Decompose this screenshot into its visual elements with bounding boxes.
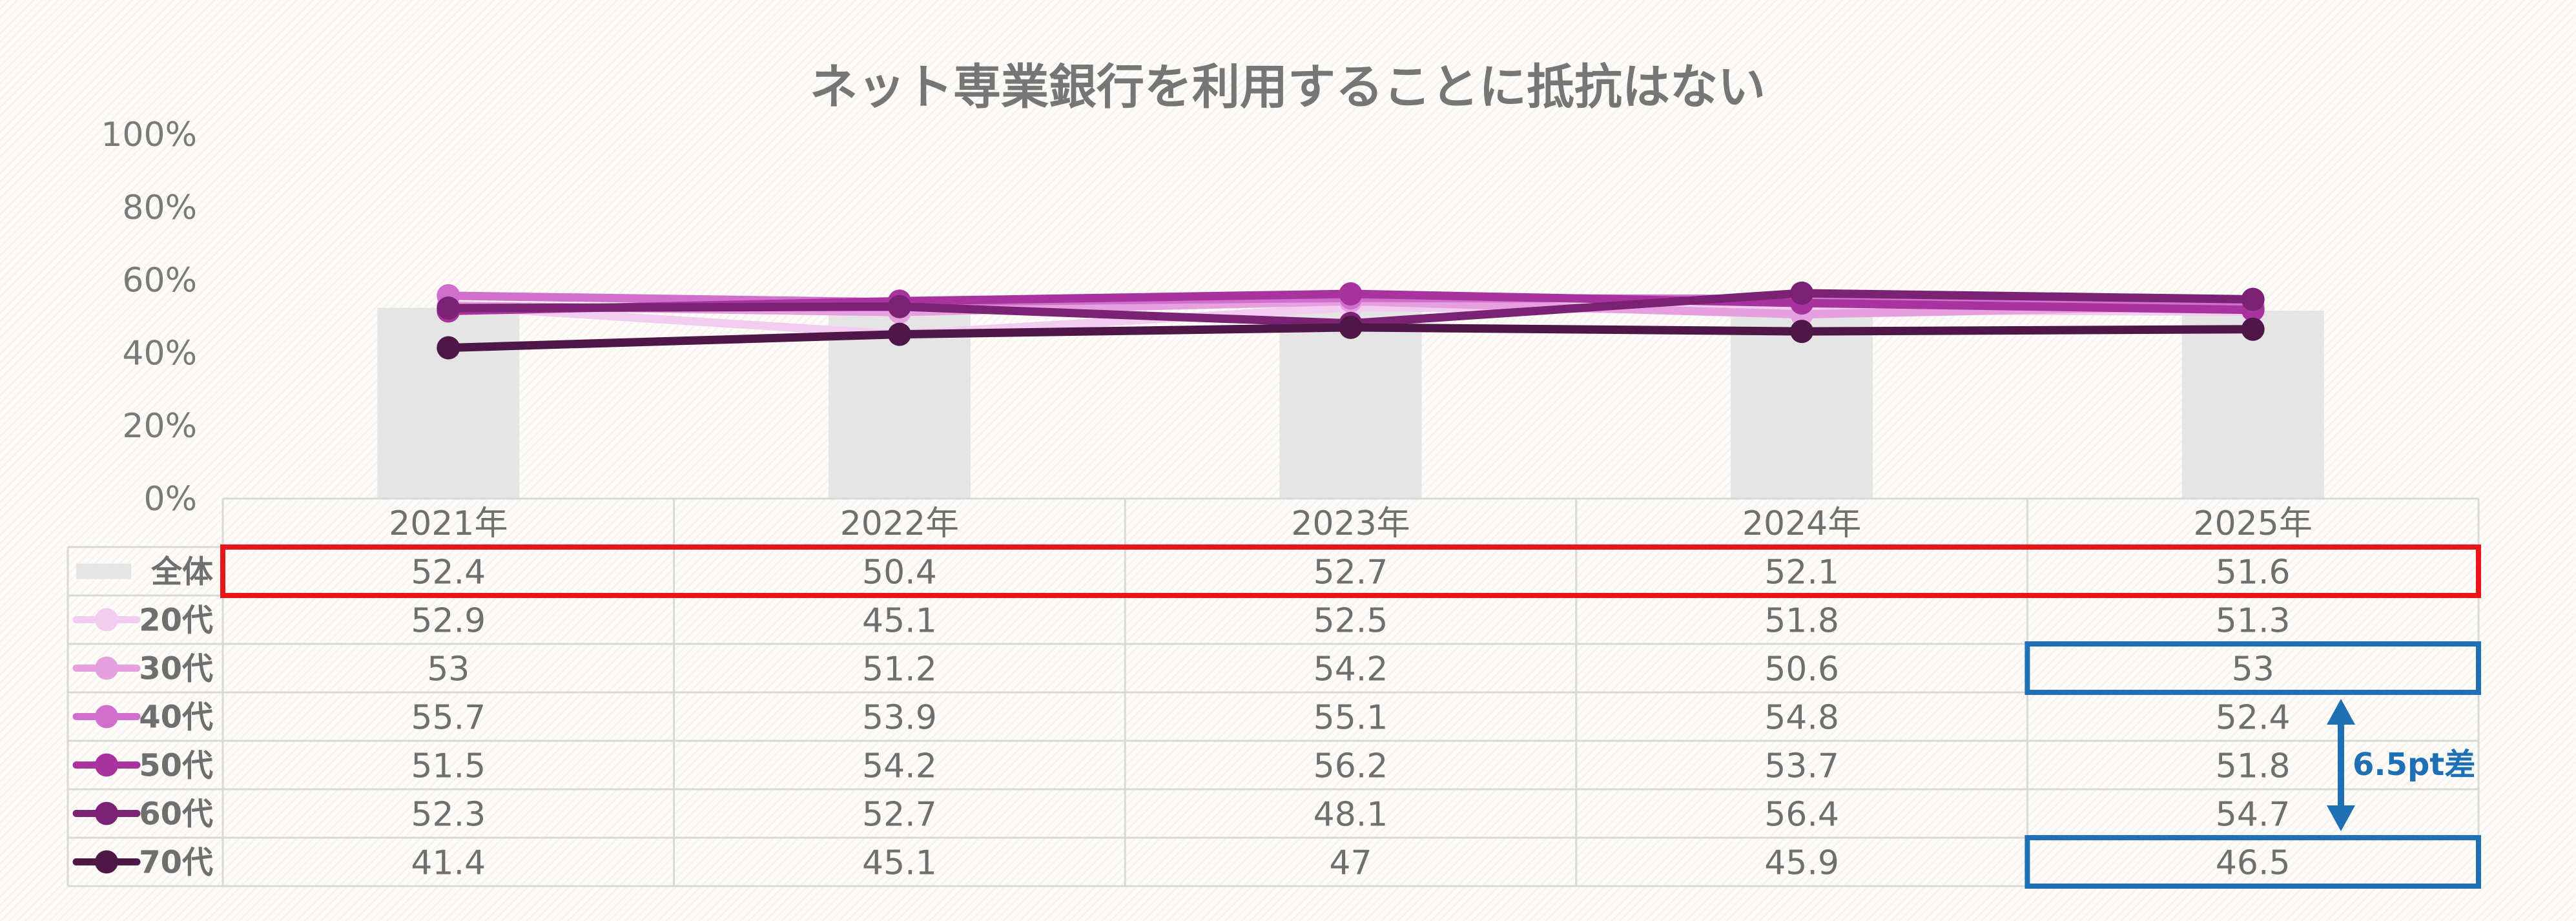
series-point (2241, 287, 2265, 311)
y-tick-label: 80% (122, 189, 197, 227)
data-label: 45.1 (862, 602, 937, 641)
data-label: 51.8 (1764, 602, 1839, 641)
data-label: 52.7 (1314, 554, 1388, 592)
highlight-70s-2025 (2025, 835, 2481, 889)
data-label: 52.5 (1314, 602, 1388, 641)
data-label: 55.1 (1314, 699, 1388, 738)
series-label: 全体 (150, 554, 213, 590)
legend-key-marker (95, 656, 118, 680)
legend-key-bar (76, 563, 131, 579)
data-label: 54.8 (1764, 699, 1839, 738)
legend-key-marker (95, 753, 118, 777)
line-series (437, 281, 2265, 360)
x-tick-label: 2025年 (2194, 504, 2313, 543)
y-axis: 0% 20% 40% 60% 80% 100% (101, 116, 197, 519)
data-label: 51.5 (411, 747, 486, 786)
data-label: 53.7 (1764, 747, 1839, 786)
x-tick-label: 2024年 (1742, 504, 1861, 543)
data-label: 51.8 (2216, 747, 2291, 786)
data-label: 55.7 (411, 699, 486, 738)
data-label: 47 (1329, 844, 1372, 883)
series-point (437, 336, 460, 360)
y-tick-label: 60% (122, 262, 197, 300)
data-label: 52.3 (411, 796, 486, 834)
x-tick-label: 2021年 (389, 504, 508, 543)
data-label: 54.7 (2216, 796, 2291, 834)
highlight-overall-row (220, 544, 2481, 598)
data-label: 54.2 (862, 747, 937, 786)
series-point (1339, 282, 1363, 306)
y-tick-label: 20% (122, 407, 197, 446)
highlight-boxes (220, 544, 2481, 889)
series-point (2241, 317, 2265, 341)
series-point (887, 322, 911, 346)
x-tick-label: 2022年 (840, 504, 959, 543)
data-label: 51.3 (2216, 602, 2291, 641)
difference-annotation: 6.5pt差 (2327, 699, 2475, 831)
data-label: 41.4 (411, 844, 486, 883)
legend-key-marker (95, 850, 118, 874)
series-label: 30代 (139, 651, 213, 687)
annotation-label: 6.5pt差 (2353, 747, 2475, 783)
data-label: 51.6 (2216, 554, 2291, 592)
data-label: 53.9 (862, 699, 937, 738)
legend-key-marker (95, 705, 118, 729)
series-label: 40代 (139, 699, 213, 736)
data-label: 46.5 (2216, 844, 2291, 883)
data-label: 45.9 (1764, 844, 1839, 883)
series-point (1790, 320, 1814, 344)
y-tick-label: 100% (101, 116, 197, 154)
arrow-head-down (2327, 805, 2355, 831)
data-label: 52.4 (411, 554, 486, 592)
data-label: 50.6 (1764, 650, 1839, 689)
data-label: 56.2 (1314, 747, 1388, 786)
series-label: 50代 (139, 748, 213, 784)
data-label: 52.4 (2216, 699, 2291, 738)
series-label: 60代 (139, 796, 213, 833)
highlight-30s-2025 (2025, 641, 2481, 695)
bar-overall (2181, 310, 2324, 499)
data-label: 52.1 (1764, 554, 1839, 592)
y-tick-label: 40% (122, 334, 197, 373)
data-label: 56.4 (1764, 796, 1839, 834)
series-point (887, 295, 911, 318)
y-tick-label: 0% (144, 480, 198, 519)
series-label: 20代 (139, 603, 213, 639)
series-label: 70代 (139, 845, 213, 881)
series-point (1339, 315, 1363, 339)
legend-key-marker (95, 608, 118, 632)
arrow-head-up (2327, 699, 2355, 725)
data-label: 53 (427, 650, 469, 689)
data-label: 54.2 (1314, 650, 1388, 689)
series-point (1790, 281, 1814, 305)
series-point (437, 296, 460, 320)
data-label: 52.7 (862, 796, 937, 834)
data-label: 45.1 (862, 844, 937, 883)
data-label: 48.1 (1314, 796, 1388, 834)
data-label: 52.9 (411, 602, 486, 641)
data-label: 51.2 (862, 650, 937, 689)
data-label: 50.4 (862, 554, 937, 592)
chart-title: ネット専業銀行を利用することに抵抗はない (810, 59, 1766, 115)
x-tick-label: 2023年 (1291, 504, 1410, 543)
data-label: 53 (2232, 650, 2274, 689)
legend-key-marker (95, 802, 118, 825)
